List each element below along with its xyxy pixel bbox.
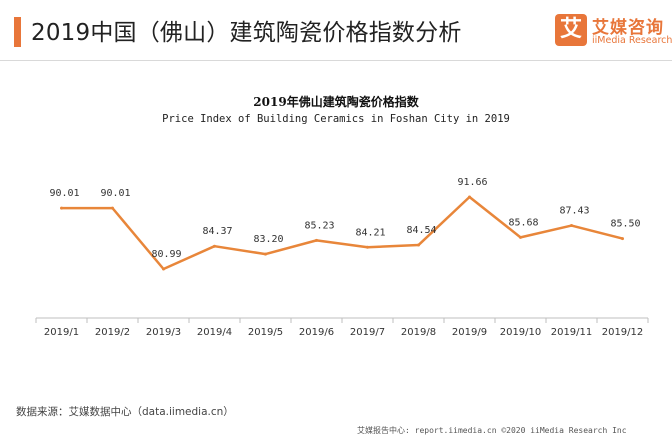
data-label: 83.20 <box>253 234 283 245</box>
x-tick-label: 2019/2 <box>95 327 130 338</box>
data-point <box>468 195 471 199</box>
x-tick-label: 2019/6 <box>299 327 334 338</box>
data-source: 数据来源：艾媒数据中心（data.iimedia.cn） <box>16 406 234 418</box>
x-tick-label: 2019/3 <box>146 327 181 338</box>
data-label: 85.50 <box>610 219 640 230</box>
data-point <box>60 206 63 210</box>
data-label: 87.43 <box>559 206 589 217</box>
page-title: 2019中国（佛山）建筑陶瓷价格指数分析 <box>31 20 462 46</box>
x-tick-label: 2019/9 <box>452 327 487 338</box>
data-point <box>366 245 369 249</box>
x-tick-label: 2019/11 <box>551 327 593 338</box>
x-tick-label: 2019/4 <box>197 327 232 338</box>
footer-note: 艾媒报告中心: report.iimedia.cn ©2020 iiMedia … <box>357 426 627 435</box>
chart-title: 2019年佛山建筑陶瓷价格指数 <box>253 95 419 109</box>
data-point <box>213 244 216 248</box>
logo-subtitle: iiMedia Research <box>592 35 672 46</box>
header-divider <box>0 60 672 61</box>
data-label: 90.01 <box>100 188 130 199</box>
data-label: 85.23 <box>304 220 334 231</box>
x-tick-label: 2019/1 <box>44 327 79 338</box>
x-tick-label: 2019/10 <box>500 327 542 338</box>
data-point <box>111 206 114 210</box>
data-label: 84.21 <box>355 227 385 238</box>
data-label: 84.37 <box>202 226 232 237</box>
x-tick-label: 2019/5 <box>248 327 283 338</box>
data-point <box>621 237 624 241</box>
series-line <box>61 195 623 271</box>
iimedia-logo: 艾 艾媒咨询 iiMedia Research <box>555 12 672 52</box>
data-point <box>570 224 573 228</box>
data-label: 85.68 <box>508 217 538 228</box>
data-label: 84.54 <box>406 225 436 236</box>
data-label: 80.99 <box>151 249 181 260</box>
x-tick-label: 2019/8 <box>401 327 436 338</box>
data-label: 91.66 <box>457 177 487 188</box>
logo-name: 艾媒咨询 <box>592 18 664 38</box>
title-accent-bar <box>14 17 21 47</box>
data-point <box>519 235 522 239</box>
logo-mark-icon: 艾 <box>555 14 587 46</box>
chart-subtitle: Price Index of Building Ceramics in Fosh… <box>162 113 510 125</box>
data-label: 90.01 <box>49 188 79 199</box>
data-point <box>417 243 420 247</box>
data-point <box>162 267 165 271</box>
x-tick-label: 2019/7 <box>350 327 385 338</box>
data-point <box>264 252 267 256</box>
data-point <box>315 238 318 242</box>
x-tick-label: 2019/12 <box>602 327 644 338</box>
